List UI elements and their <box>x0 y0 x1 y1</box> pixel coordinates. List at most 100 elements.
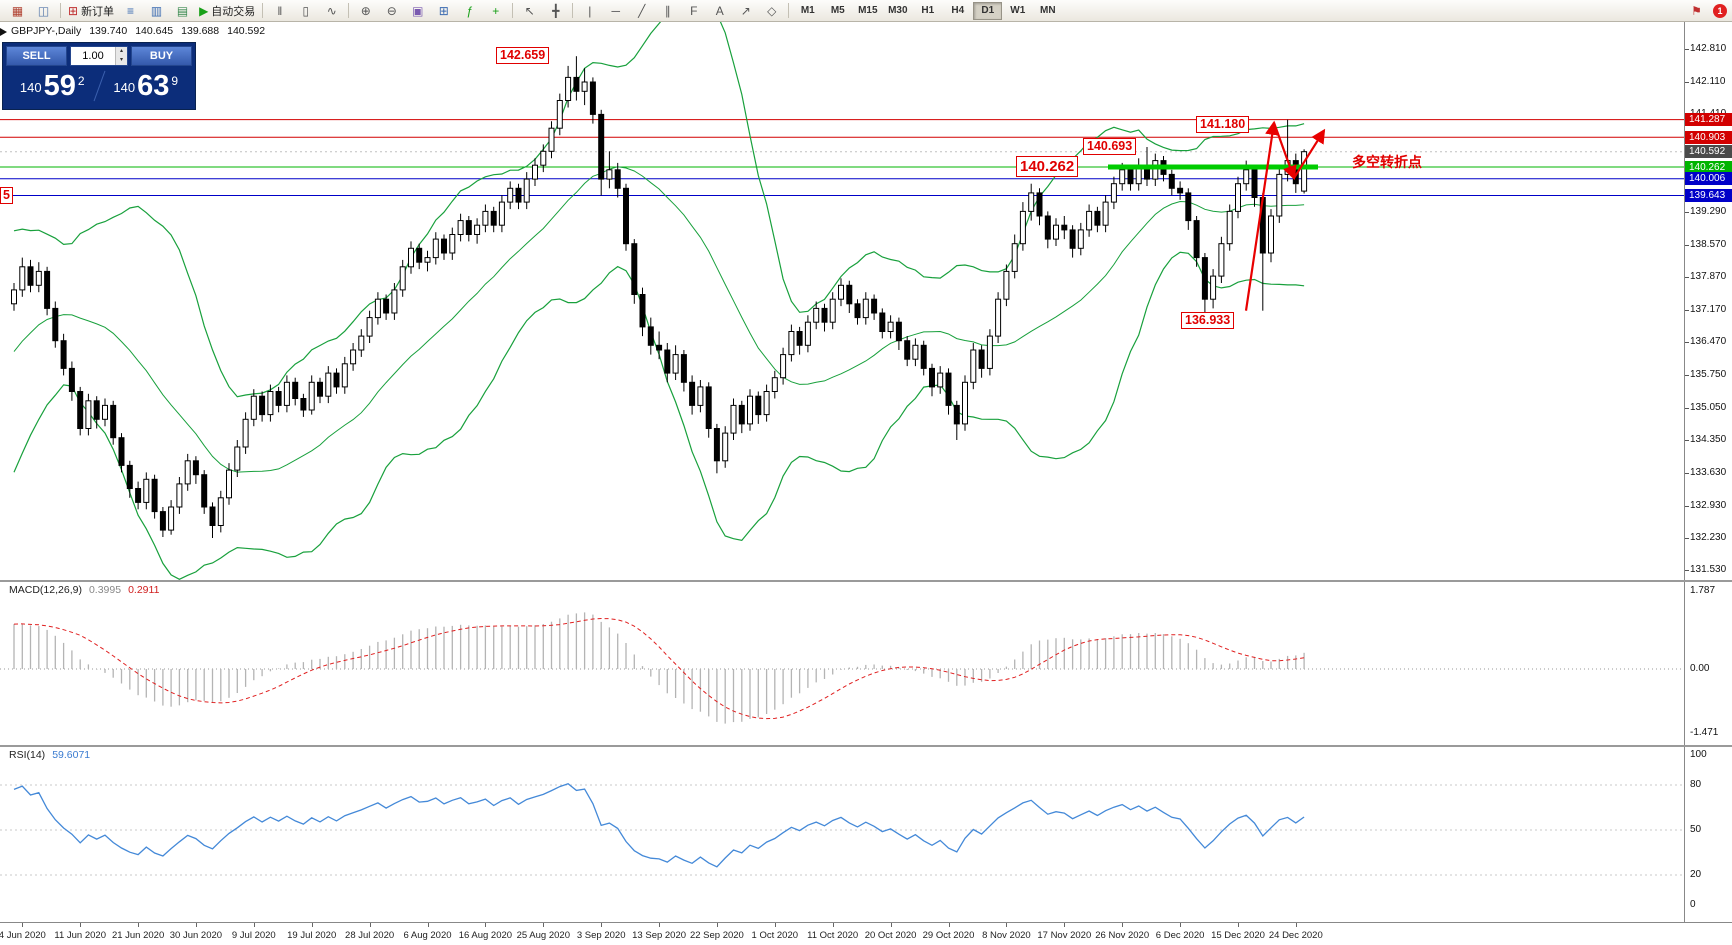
buy-button[interactable]: BUY <box>131 46 192 66</box>
auto-arrange-icon[interactable]: ⊞ <box>438 3 449 18</box>
date-label: 3 Sep 2020 <box>576 930 626 941</box>
macd-main-value: 0.3995 <box>88 584 122 596</box>
indicators-icon[interactable]: ƒ <box>466 3 474 18</box>
date-label: 21 Jun 2020 <box>111 930 165 941</box>
price-tick-label: 142.110 <box>1690 75 1726 87</box>
toolbar-separator <box>262 3 264 18</box>
data-window-icon[interactable]: ▥ <box>150 3 163 18</box>
macd-chart[interactable] <box>0 582 1684 750</box>
macd-scale-label: -1.471 <box>1690 727 1719 738</box>
timeframe-m15-button[interactable]: M15 <box>858 5 878 16</box>
fibonacci-icon[interactable]: F <box>690 3 698 18</box>
chart-begin-marker-icon <box>0 28 7 36</box>
timeframe-m5-button[interactable]: M5 <box>830 5 845 16</box>
price-tick-label: 136.470 <box>1690 336 1727 348</box>
bar-chart-icon[interactable]: ‖ <box>277 3 283 18</box>
buy-price[interactable]: 140 63 9 <box>100 66 193 106</box>
macd-signal-value: 0.2911 <box>128 584 160 596</box>
timeframe-w1-button[interactable]: W1 <box>1010 5 1026 16</box>
trendline-icon[interactable]: ╱ <box>638 3 646 18</box>
price-level-label: 139.643 <box>1685 189 1732 202</box>
price-label-low[interactable]: 136.933 <box>1181 312 1235 329</box>
ohlc-low: 139.688 <box>181 25 220 37</box>
volume-value[interactable]: 1.00 <box>82 50 104 62</box>
one-click-trading-panel: SELL 1.00 ▴ ▾ BUY 140 59 2 140 63 9 <box>2 42 196 110</box>
tile-windows-icon[interactable]: ▣ <box>412 3 424 18</box>
price-label-resistance-1[interactable]: 141.180 <box>1196 116 1250 133</box>
new-order-button[interactable]: ⊞ 新订单 <box>68 3 115 18</box>
candlestick-chart[interactable] <box>0 22 1684 580</box>
volume-spin-icons[interactable]: ▴ ▾ <box>115 47 127 65</box>
volume-stepper[interactable]: 1.00 ▴ ▾ <box>70 46 128 66</box>
rsi-chart[interactable] <box>0 747 1684 927</box>
timeframe-h4-button[interactable]: H4 <box>951 5 965 16</box>
panel-separator[interactable] <box>0 745 1732 747</box>
notification-badge[interactable]: 1 <box>1713 3 1727 18</box>
price-label-peak[interactable]: 142.659 <box>496 47 550 64</box>
price-scale[interactable]: 142.810142.110141.410139.290138.570137.8… <box>1684 22 1732 922</box>
candlestick-chart-icon[interactable]: ▯ <box>302 3 310 18</box>
date-label: 15 Dec 2020 <box>1211 930 1265 941</box>
macd-label: MACD(12,26,9) 0.3995 0.2911 <box>9 584 159 596</box>
panel-separator[interactable] <box>0 580 1732 582</box>
horizontal-line-icon[interactable]: ─ <box>611 3 621 18</box>
chart-profiles-icon[interactable]: ◫ <box>37 3 50 18</box>
date-label: 16 Aug 2020 <box>458 930 513 941</box>
spin-down-icon[interactable]: ▾ <box>116 56 127 65</box>
date-label: 11 Oct 2020 <box>807 930 859 941</box>
date-label: 25 Aug 2020 <box>516 930 570 941</box>
shapes-icon[interactable]: ◇ <box>767 3 777 18</box>
alerts-icon[interactable]: ⚑ <box>1691 3 1702 18</box>
time-axis[interactable]: 4 Jun 2020 11 Jun 2020 21 Jun 2020 30 Jun 2… <box>0 922 1732 945</box>
vertical-line-icon[interactable]: | <box>588 3 592 18</box>
auto-trading-button[interactable]: ▶ 自动交易 <box>199 3 256 18</box>
price-label-pivot[interactable]: 140.262 <box>1016 156 1079 177</box>
cursor-icon[interactable]: ↖ <box>524 3 535 18</box>
annotation-note-text[interactable]: 多空转折点 <box>1352 154 1422 170</box>
symbol-info: GBPJPY-,Daily 139.740 140.645 139.688 14… <box>11 25 265 37</box>
date-label: 20 Oct 2020 <box>864 930 917 941</box>
price-tick-label: 134.350 <box>1690 434 1727 445</box>
ohlc-high: 140.645 <box>135 25 174 37</box>
sell-price-sup: 2 <box>77 74 85 88</box>
date-label: 6 Dec 2020 <box>1155 930 1205 941</box>
market-watch-icon[interactable]: ≡ <box>127 3 135 18</box>
navigator-icon[interactable]: ▤ <box>176 3 189 18</box>
timeframe-m1-button[interactable]: M1 <box>800 5 815 16</box>
date-label: 26 Nov 2020 <box>1095 930 1150 941</box>
macd-name: MACD(12,26,9) <box>9 584 82 596</box>
date-label: 4 Jun 2020 <box>0 930 46 941</box>
price-tick-label: 135.050 <box>1690 401 1727 413</box>
buy-price-sup: 9 <box>171 74 179 88</box>
price-tick-label: 132.930 <box>1690 499 1727 511</box>
timeframe-h1-button[interactable]: H1 <box>921 5 935 16</box>
price-label-resistance-2[interactable]: 140.693 <box>1083 138 1137 155</box>
date-label: 9 Jul 2020 <box>231 930 276 941</box>
rsi-scale-label: 50 <box>1690 824 1702 835</box>
crosshair-icon[interactable]: ╋ <box>552 3 560 18</box>
ohlc-close: 140.592 <box>227 25 266 37</box>
left-edge-clipped-label: 5 <box>0 187 13 204</box>
zoom-in-icon[interactable]: ⊕ <box>360 3 371 18</box>
timeframe-m30-button[interactable]: M30 <box>888 5 908 16</box>
timeframe-mn-button[interactable]: MN <box>1040 5 1056 16</box>
line-chart-icon[interactable]: ∿ <box>326 3 337 18</box>
date-label: 30 Jun 2020 <box>169 930 223 941</box>
toolbar-separator <box>60 3 61 18</box>
channel-icon[interactable]: ∥ <box>664 3 671 18</box>
timeframe-d1-button[interactable]: D1 <box>973 1 1003 20</box>
sell-price[interactable]: 140 59 2 <box>6 66 99 106</box>
price-level-label: 140.903 <box>1685 130 1732 144</box>
new-chart-icon[interactable]: ▦ <box>11 3 24 18</box>
zoom-out-icon[interactable]: ⊖ <box>386 3 397 18</box>
arrow-tool-icon[interactable]: ↗ <box>740 3 751 18</box>
price-level-label: 140.262 <box>1685 160 1732 174</box>
toolbar-separator <box>788 3 790 18</box>
price-tick-label: 132.230 <box>1690 532 1727 543</box>
price-tick-label: 138.570 <box>1690 239 1727 251</box>
text-icon[interactable]: A <box>715 3 724 18</box>
spin-up-icon[interactable]: ▴ <box>116 47 127 56</box>
sell-button[interactable]: SELL <box>6 46 67 66</box>
price-tick-label: 139.290 <box>1690 205 1727 217</box>
add-indicator-icon[interactable]: + <box>492 3 500 18</box>
